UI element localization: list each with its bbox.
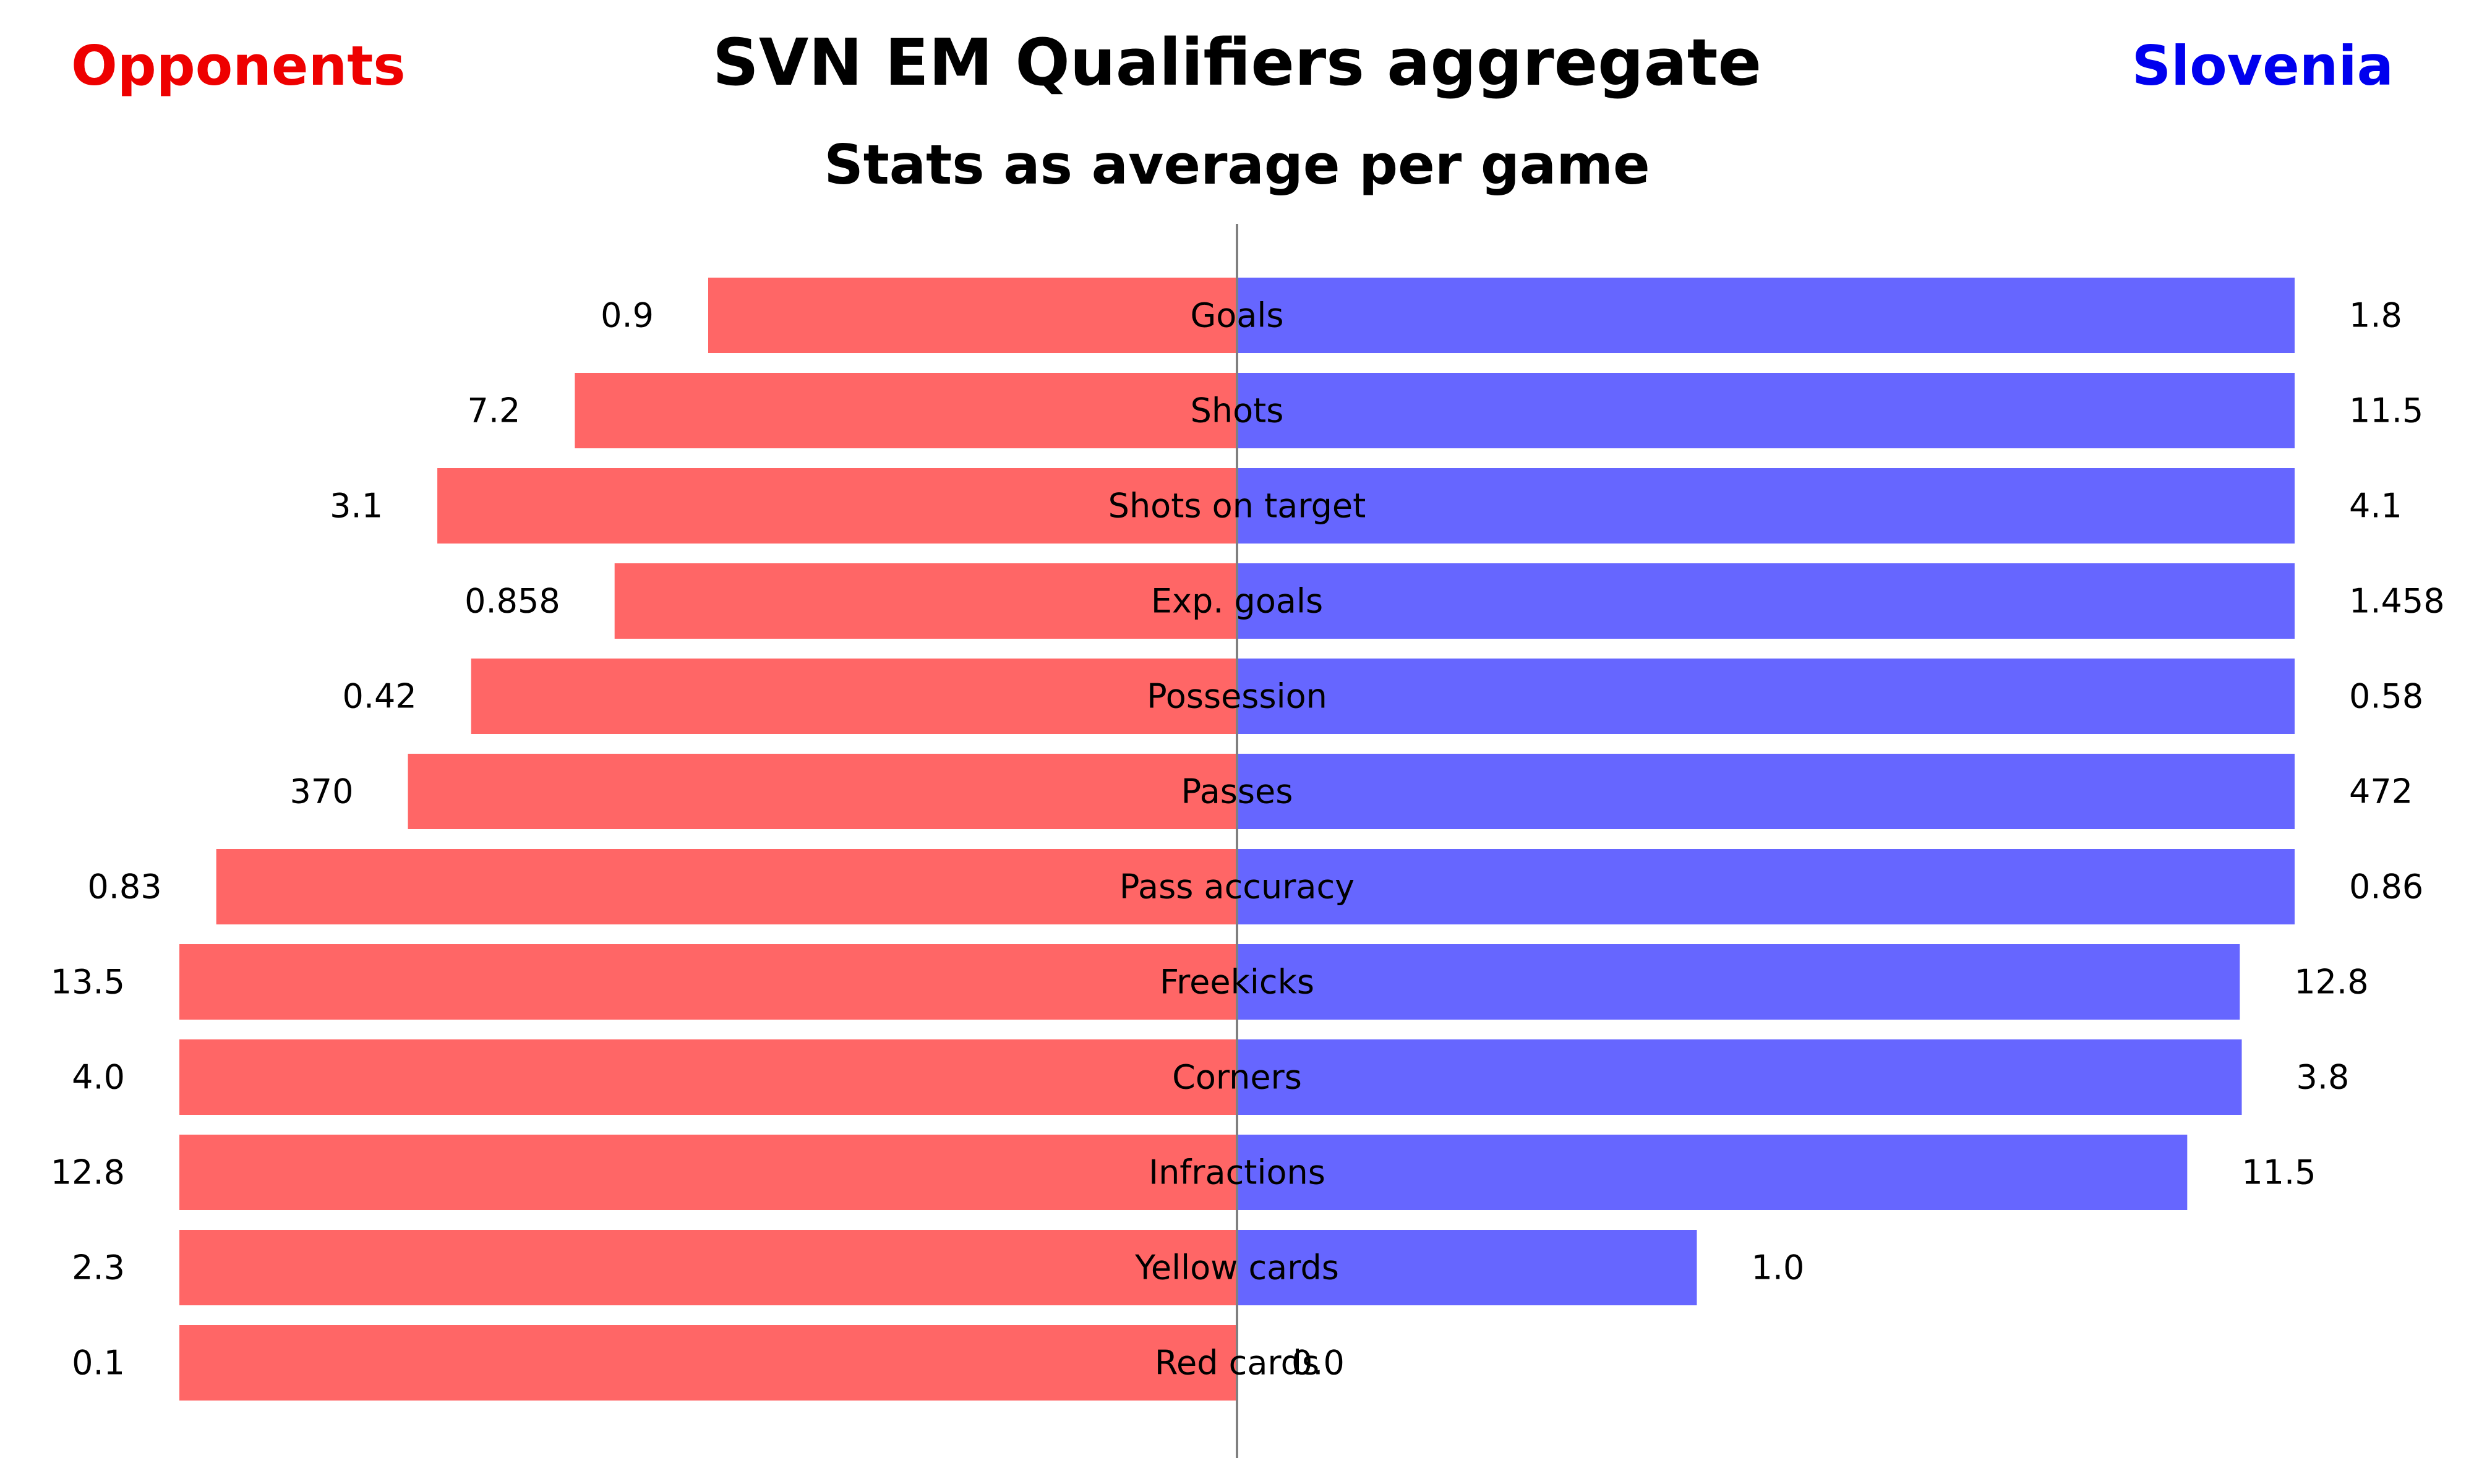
opponents-value-label: 13.5: [51, 963, 125, 1002]
slovenia-bar: [1237, 468, 2295, 544]
category-label: Freekicks: [1160, 963, 1314, 1002]
slovenia-value-label: 1.0: [1751, 1248, 1804, 1287]
category-label: Exp. goals: [1151, 582, 1323, 621]
slovenia-bar: [1237, 563, 2295, 639]
left-team-label: Opponents: [71, 34, 406, 98]
opponents-bar: [614, 563, 1237, 639]
opponents-value-label: 0.9: [601, 296, 654, 335]
category-label: Passes: [1181, 772, 1293, 811]
opponents-bar: [437, 468, 1237, 544]
opponents-value-label: 12.8: [51, 1153, 125, 1192]
opponents-bar: [179, 1230, 1237, 1305]
chart-subtitle: Stats as average per game: [824, 133, 1650, 197]
opponents-bar: [179, 1325, 1237, 1401]
opponents-value-label: 2.3: [72, 1248, 125, 1287]
slovenia-bar: [1237, 659, 2295, 734]
slovenia-value-label: 1.458: [2349, 582, 2445, 621]
opponents-bar: [708, 278, 1237, 353]
category-label: Infractions: [1149, 1153, 1325, 1192]
category-label: Goals: [1190, 296, 1283, 335]
opponents-bar: [179, 1039, 1237, 1115]
right-team-label: Slovenia: [2131, 34, 2394, 98]
category-label: Red cards: [1155, 1344, 1319, 1383]
slovenia-value-label: 472: [2349, 772, 2413, 811]
opponents-bar: [575, 373, 1237, 448]
category-label: Shots: [1191, 391, 1284, 430]
category-label: Pass accuracy: [1119, 868, 1355, 906]
slovenia-value-label: 0.58: [2349, 677, 2423, 716]
category-label: Shots on target: [1108, 487, 1366, 526]
opponents-bar: [216, 849, 1238, 924]
slovenia-bar: [1237, 1230, 1697, 1305]
slovenia-bar: [1237, 1135, 2188, 1210]
opponents-value-label: 0.858: [464, 582, 560, 621]
opponents-value-label: 0.83: [87, 868, 161, 906]
category-label: Possession: [1147, 677, 1327, 716]
opponents-value-label: 4.0: [72, 1058, 125, 1097]
slovenia-bar: [1237, 1039, 2242, 1115]
slovenia-value-label: 11.5: [2241, 1153, 2316, 1192]
category-label: Yellow cards: [1134, 1248, 1339, 1287]
slovenia-value-label: 0.86: [2349, 868, 2423, 906]
slovenia-value-label: 1.8: [2349, 296, 2402, 335]
slovenia-bar: [1237, 754, 2295, 829]
slovenia-value-label: 11.5: [2349, 391, 2423, 430]
slovenia-bar: [1237, 944, 2240, 1020]
opponents-bar: [179, 1135, 1237, 1210]
slovenia-bar: [1237, 849, 2295, 924]
opponents-value-label: 0.1: [72, 1344, 125, 1383]
opponents-value-label: 3.1: [330, 487, 383, 526]
slovenia-bar: [1237, 278, 2295, 353]
opponents-value-label: 370: [289, 772, 353, 811]
opponents-value-label: 0.42: [342, 677, 416, 716]
opponents-value-label: 7.2: [468, 391, 521, 430]
category-label: Corners: [1172, 1058, 1302, 1097]
slovenia-value-label: 12.8: [2294, 963, 2368, 1002]
slovenia-value-label: 4.1: [2349, 487, 2402, 526]
slovenia-bar: [1237, 373, 2295, 448]
opponents-bar: [179, 944, 1237, 1020]
opponents-bar: [408, 754, 1237, 829]
slovenia-value-label: 3.8: [2296, 1058, 2350, 1097]
slovenia-value-label: 0.0: [1291, 1344, 1345, 1383]
chart-title: SVN EM Qualifiers aggregate: [712, 25, 1762, 100]
opponents-bar: [471, 659, 1237, 734]
